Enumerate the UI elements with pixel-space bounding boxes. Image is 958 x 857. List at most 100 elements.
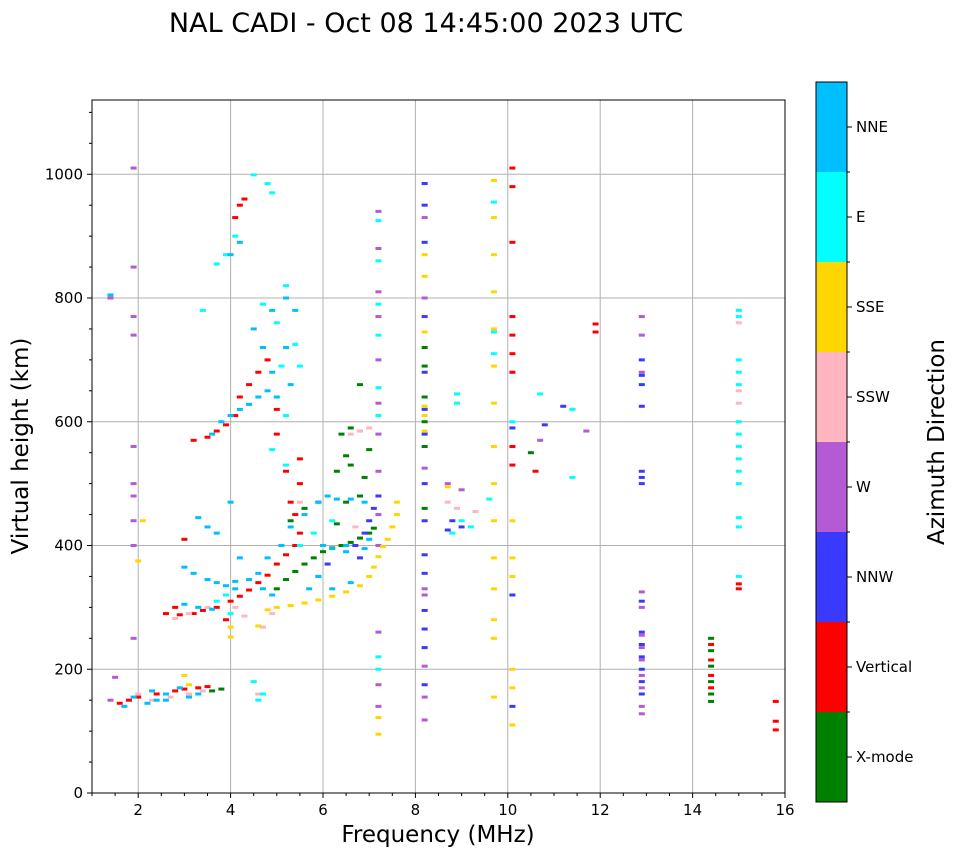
- data-point: [167, 695, 174, 699]
- data-point: [375, 704, 382, 708]
- data-point: [356, 494, 363, 498]
- data-point: [735, 389, 742, 393]
- data-point: [509, 704, 516, 708]
- data-point: [329, 547, 336, 551]
- data-point: [186, 612, 193, 616]
- data-point: [458, 519, 465, 523]
- data-point: [315, 500, 322, 504]
- data-point: [255, 370, 262, 374]
- data-point: [172, 689, 179, 693]
- data-point: [638, 373, 645, 377]
- data-point: [421, 553, 428, 557]
- data-point: [259, 587, 266, 591]
- data-point: [638, 646, 645, 650]
- data-point: [204, 435, 211, 439]
- data-point: [301, 562, 308, 566]
- data-point: [232, 587, 239, 591]
- data-point: [375, 555, 382, 559]
- data-point: [509, 426, 516, 430]
- data-point: [421, 646, 428, 650]
- colorbar-segment: [816, 262, 847, 352]
- data-point: [375, 315, 382, 319]
- data-point: [583, 429, 590, 433]
- data-point: [421, 364, 428, 368]
- data-point: [449, 519, 456, 523]
- data-point: [259, 346, 266, 349]
- data-point: [638, 370, 645, 374]
- data-point: [283, 469, 290, 473]
- data-point: [449, 531, 456, 535]
- data-point: [356, 556, 363, 560]
- data-point: [255, 571, 262, 575]
- colorbar-tick-label: SSE: [856, 298, 885, 316]
- data-point: [246, 578, 253, 582]
- data-point: [246, 402, 253, 406]
- data-point: [287, 519, 294, 523]
- data-point: [264, 573, 271, 577]
- data-point: [199, 689, 206, 693]
- data-point: [264, 182, 271, 186]
- data-point: [490, 200, 497, 204]
- data-point: [638, 643, 645, 646]
- data-point: [638, 686, 645, 690]
- data-point: [444, 500, 451, 504]
- data-point: [638, 630, 645, 634]
- data-point: [638, 333, 645, 337]
- data-point: [186, 695, 193, 699]
- data-point: [366, 574, 373, 578]
- data-point: [255, 692, 262, 696]
- data-point: [232, 579, 239, 583]
- data-point: [490, 352, 497, 356]
- y-axis-label: Virtual height (km): [8, 338, 34, 555]
- colorbar-segment: [816, 352, 847, 442]
- x-axis-label: Frequency (MHz): [341, 822, 534, 848]
- data-point: [735, 420, 742, 424]
- data-point: [421, 593, 428, 597]
- data-point: [708, 664, 715, 668]
- data-point: [195, 516, 202, 520]
- data-point: [356, 383, 363, 387]
- data-point: [213, 581, 220, 585]
- data-point: [421, 432, 428, 436]
- data-point: [199, 608, 206, 612]
- data-point: [236, 203, 243, 207]
- data-point: [366, 426, 373, 430]
- data-point: [509, 686, 516, 690]
- data-point: [144, 701, 151, 705]
- data-point: [343, 454, 350, 458]
- data-point: [592, 322, 599, 326]
- data-point: [227, 625, 234, 629]
- data-point: [347, 581, 354, 585]
- x-tick-label: 2: [133, 801, 143, 819]
- data-point: [278, 364, 285, 368]
- data-point: [421, 253, 428, 257]
- data-point: [227, 253, 234, 257]
- data-point: [375, 732, 382, 736]
- data-point: [361, 547, 368, 551]
- data-point: [301, 601, 308, 605]
- data-point: [370, 506, 377, 510]
- data-point: [232, 216, 239, 220]
- data-point: [638, 633, 645, 637]
- data-point: [735, 445, 742, 448]
- data-point: [384, 537, 391, 541]
- data-point: [509, 315, 516, 319]
- data-point: [735, 358, 742, 362]
- data-point: [467, 525, 474, 529]
- data-point: [592, 330, 599, 334]
- data-point: [638, 655, 645, 659]
- data-point: [269, 593, 276, 597]
- data-point: [139, 519, 146, 523]
- data-point: [153, 698, 160, 702]
- data-point: [537, 392, 544, 396]
- data-point: [490, 636, 497, 640]
- data-point: [204, 578, 211, 582]
- y-tick-label: 400: [54, 537, 83, 555]
- data-point: [375, 513, 382, 517]
- data-point: [421, 664, 428, 668]
- data-point: [310, 531, 317, 535]
- colorbar-tick-label: Vertical: [856, 658, 912, 676]
- data-point: [735, 469, 742, 473]
- data-point: [292, 308, 299, 312]
- data-point: [241, 614, 248, 618]
